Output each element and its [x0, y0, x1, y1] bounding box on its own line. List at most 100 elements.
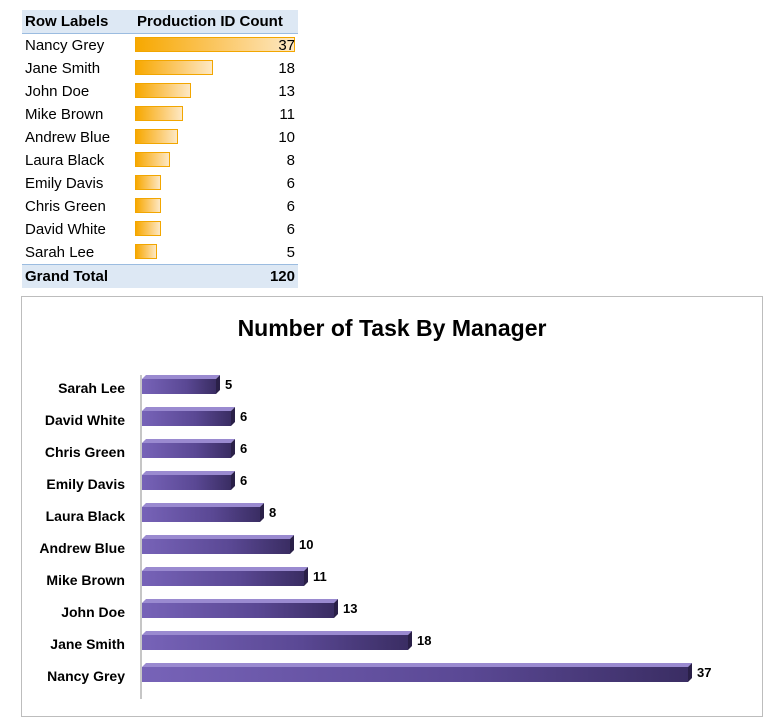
row-labels-header[interactable]: Row Labels — [25, 13, 109, 30]
bar-side-face — [231, 439, 235, 458]
bar-top-face — [142, 407, 235, 411]
pivot-row[interactable]: John Doe 13 — [22, 80, 298, 103]
bar-nancy-grey[interactable] — [142, 667, 688, 682]
bar-andrew-blue[interactable] — [142, 539, 290, 554]
pivot-row-label: Chris Green — [25, 198, 106, 215]
chart-title: Number of Task By Manager — [237, 315, 547, 341]
bar-data-label: 18 — [417, 633, 431, 648]
pivot-row-value: 5 — [286, 244, 295, 261]
bar-data-label: 6 — [240, 409, 247, 424]
category-tick-label: John Doe — [61, 604, 125, 620]
bar-top-face — [142, 599, 338, 603]
pivot-row-label: Sarah Lee — [25, 244, 95, 261]
pivot-data-bar — [135, 106, 183, 121]
pivot-row-label: Emily Davis — [25, 175, 104, 192]
bar-top-face — [142, 535, 294, 539]
pivot-row-value: 10 — [278, 129, 295, 146]
bar-data-label: 5 — [225, 377, 232, 392]
bar-data-label: 10 — [299, 537, 313, 552]
pivot-row-value: 11 — [279, 106, 295, 123]
pivot-row[interactable]: Nancy Grey 37 — [22, 34, 298, 57]
bar-data-label: 6 — [240, 473, 247, 488]
bar-laura-black[interactable] — [142, 507, 260, 522]
bar-side-face — [688, 663, 692, 682]
bar-emily-davis[interactable] — [142, 475, 231, 490]
bar-top-face — [142, 439, 235, 443]
chart-plot: Sarah Lee 5 David White 6 Chris Green 6 Emily … — [39, 375, 711, 699]
bar-side-face — [231, 471, 235, 490]
pivot-body: Nancy Grey 37 Jane Smith 18 John Doe 13 Mike B… — [22, 34, 298, 264]
count-header[interactable]: Production ID Count — [137, 13, 283, 30]
bar-data-label: 37 — [697, 665, 711, 680]
bar-mike-brown[interactable] — [142, 571, 304, 586]
pivot-row-value: 18 — [278, 60, 295, 77]
pivot-row[interactable]: Jane Smith 18 — [22, 57, 298, 80]
pivot-row-label: Mike Brown — [25, 106, 104, 123]
category-tick-label: David White — [45, 412, 125, 428]
bar-top-face — [142, 567, 308, 571]
pivot-row-label: Nancy Grey — [25, 37, 105, 54]
pivot-data-bar — [135, 83, 191, 98]
pivot-row[interactable]: Chris Green 6 — [22, 195, 298, 218]
pivot-row-value: 8 — [286, 152, 295, 169]
pivot-data-bar — [135, 175, 161, 190]
bar-chris-green[interactable] — [142, 443, 231, 458]
pivot-row-label: John Doe — [25, 83, 90, 100]
pivot-data-bar — [135, 244, 157, 259]
category-tick-label: Mike Brown — [46, 572, 125, 588]
category-tick-label: Nancy Grey — [47, 668, 125, 684]
pivot-data-bar — [135, 198, 161, 213]
bar-side-face — [304, 567, 308, 586]
pivot-row[interactable]: Emily Davis 6 — [22, 172, 298, 195]
bar-top-face — [142, 471, 235, 475]
bar-side-face — [290, 535, 294, 554]
pivot-row[interactable]: Andrew Blue 10 — [22, 126, 298, 149]
bar-jane-smith[interactable] — [142, 635, 408, 650]
pivot-data-bar — [135, 152, 170, 167]
bar-side-face — [216, 375, 220, 394]
pivot-row[interactable]: Sarah Lee 5 — [22, 241, 298, 264]
bar-side-face — [260, 503, 264, 522]
grand-total-label: Grand Total — [25, 268, 109, 285]
bar-chart[interactable]: Number of Task By Manager Sarah Lee 5 Davi… — [21, 296, 763, 717]
bar-side-face — [334, 599, 338, 618]
bar-sarah-lee[interactable] — [142, 379, 216, 394]
category-tick-label: Laura Black — [46, 508, 126, 524]
pivot-row-value: 37 — [278, 37, 295, 54]
pivot-row-label: Jane Smith — [25, 60, 101, 77]
pivot-row-value: 6 — [286, 198, 295, 215]
bar-side-face — [231, 407, 235, 426]
bar-side-face — [408, 631, 412, 650]
bar-data-label: 8 — [269, 505, 276, 520]
category-tick-label: Sarah Lee — [58, 380, 125, 396]
bar-top-face — [142, 503, 264, 507]
grand-total-value: 120 — [269, 268, 295, 285]
pivot-row-label: David White — [25, 221, 106, 238]
category-tick-label: Chris Green — [45, 444, 125, 460]
bar-data-label: 11 — [313, 569, 327, 584]
bar-top-face — [142, 631, 412, 635]
pivot-row-label: Andrew Blue — [25, 129, 111, 146]
pivot-row-value: 6 — [286, 221, 295, 238]
pivot-data-bar — [135, 37, 295, 52]
pivot-row[interactable]: Laura Black 8 — [22, 149, 298, 172]
pivot-header-row: Row Labels Production ID Count — [22, 10, 298, 34]
bar-top-face — [142, 663, 692, 667]
bar-top-face — [142, 375, 220, 379]
bar-john-doe[interactable] — [142, 603, 334, 618]
pivot-table: Row Labels Production ID Count Nancy Gre… — [22, 10, 298, 288]
category-tick-label: Andrew Blue — [39, 540, 125, 556]
pivot-row[interactable]: Mike Brown 11 — [22, 103, 298, 126]
bar-david-white[interactable] — [142, 411, 231, 426]
pivot-row[interactable]: David White 6 — [22, 218, 298, 241]
pivot-data-bar — [135, 129, 178, 144]
pivot-row-value: 6 — [286, 175, 295, 192]
pivot-row-label: Laura Black — [25, 152, 105, 169]
category-tick-label: Jane Smith — [50, 636, 125, 652]
category-tick-label: Emily Davis — [46, 476, 125, 492]
bar-data-label: 6 — [240, 441, 247, 456]
bar-data-label: 13 — [343, 601, 357, 616]
pivot-row-value: 13 — [278, 83, 295, 100]
grand-total-row: Grand Total 120 — [22, 264, 298, 288]
pivot-data-bar — [135, 60, 213, 75]
